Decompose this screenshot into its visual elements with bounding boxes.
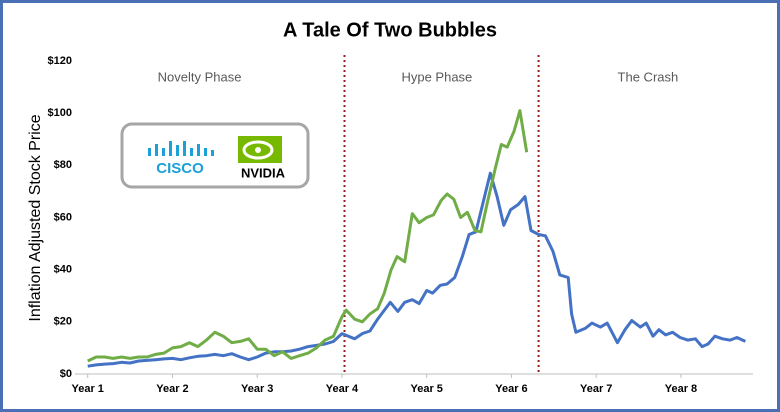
y-tick-label: $40 [54, 264, 72, 276]
series-line [87, 109, 529, 363]
x-tick-label: Year 5 [411, 383, 443, 395]
logo-legend: CISCO NVIDIA [120, 122, 310, 189]
x-tick-label: Year 4 [326, 383, 359, 395]
phase-label: The Crash [618, 69, 679, 84]
phase-label: Hype Phase [401, 69, 472, 84]
phase-label: Novelty Phase [158, 69, 242, 84]
y-tick-label: $120 [48, 55, 72, 67]
legend-label: CISCO [156, 160, 204, 177]
chart-title: A Tale Of Two Bubbles [283, 19, 497, 41]
y-axis-label: Inflation Adjusted Stock Price [27, 114, 44, 321]
y-tick-label: $0 [60, 368, 72, 380]
x-tick-label: Year 7 [580, 383, 612, 395]
series-line [87, 171, 747, 368]
y-tick-label: $20 [54, 316, 72, 328]
y-tick-label: $100 [48, 107, 72, 119]
x-tick-label: Year 2 [156, 383, 188, 395]
legend-label: NVIDIA [241, 165, 286, 180]
y-tick-label: $80 [54, 159, 72, 171]
x-tick-label: Year 6 [495, 383, 527, 395]
x-tick-label: Year 1 [72, 383, 104, 395]
y-tick-label: $60 [54, 211, 72, 223]
cisco-icon [148, 141, 214, 156]
x-tick-label: Year 3 [241, 383, 273, 395]
nvidia-icon [238, 136, 282, 163]
x-tick-label: Year 8 [665, 383, 697, 395]
